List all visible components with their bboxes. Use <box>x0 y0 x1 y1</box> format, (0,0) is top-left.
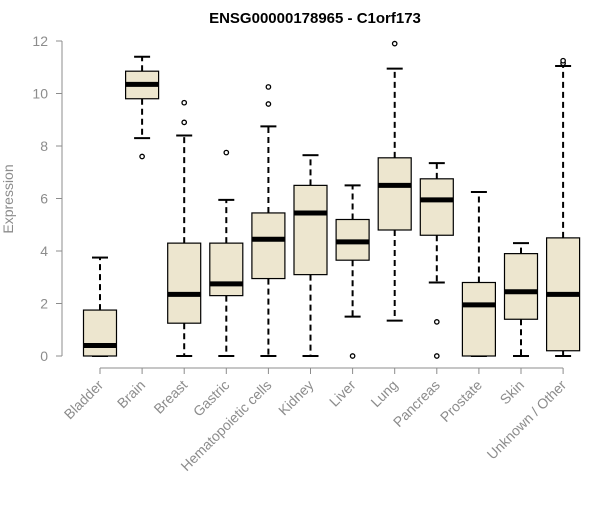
x-tick-label: Lung <box>367 377 400 410</box>
outlier-point <box>349 353 356 359</box>
x-tick-label: Brain <box>114 377 148 411</box>
box-prostate <box>461 190 496 357</box>
box-pancreas <box>419 162 454 359</box>
box-kidney <box>293 154 328 357</box>
outlier-point <box>139 153 145 160</box>
y-tick-label: 12 <box>32 33 48 49</box>
y-tick-label: 0 <box>40 348 48 364</box>
y-tick-label: 10 <box>32 86 48 102</box>
box-body <box>293 184 328 276</box>
outlier-point <box>265 84 272 90</box>
x-tick-label: Skin <box>497 377 528 408</box>
box-body <box>167 242 202 324</box>
box-skin <box>503 242 539 357</box>
box-body <box>82 309 118 357</box>
outlier-point <box>181 99 188 106</box>
box-unknown-other <box>545 57 581 357</box>
x-tick-label: Unknown / Other <box>484 377 570 463</box>
outlier-point <box>181 119 188 126</box>
box-body <box>377 157 412 231</box>
box-lung <box>377 40 412 322</box>
box-brain <box>124 55 160 160</box>
box-series <box>82 40 581 359</box>
y-tick-label: 6 <box>40 191 48 207</box>
outlier-point <box>433 319 440 325</box>
y-tick-label: 2 <box>40 296 48 312</box>
y-axis-label: Expression <box>0 164 16 233</box>
x-tick-label: Prostate <box>437 377 485 425</box>
box-gastric <box>209 149 244 357</box>
outlier-point <box>391 40 398 47</box>
outlier-point <box>560 57 566 64</box>
chart-title: ENSG00000178965 - C1orf173 <box>209 10 421 27</box>
box-bladder <box>82 256 118 357</box>
box-body <box>419 178 454 236</box>
outlier-point <box>433 353 440 359</box>
box-body <box>503 253 539 320</box>
box-liver <box>335 184 370 359</box>
y-axis: 0 2 4 6 8 10 12 <box>32 33 63 364</box>
x-tick-label: Bladder <box>61 377 107 423</box>
y-tick-label: 4 <box>40 243 48 259</box>
x-tick-label: Kidney <box>275 377 317 419</box>
x-tick-label: Breast <box>150 377 190 417</box>
x-tick-label: Liver <box>326 377 359 410</box>
box-hematopoietic-cells <box>251 84 286 357</box>
y-tick-label: 8 <box>40 138 48 154</box>
box-body <box>209 242 244 297</box>
outlier-point <box>265 101 272 107</box>
outlier-point <box>223 149 230 156</box>
x-tick-label: Pancreas <box>390 377 443 430</box>
box-breast <box>167 99 202 357</box>
box-body <box>251 212 286 280</box>
box-body <box>461 281 496 357</box>
